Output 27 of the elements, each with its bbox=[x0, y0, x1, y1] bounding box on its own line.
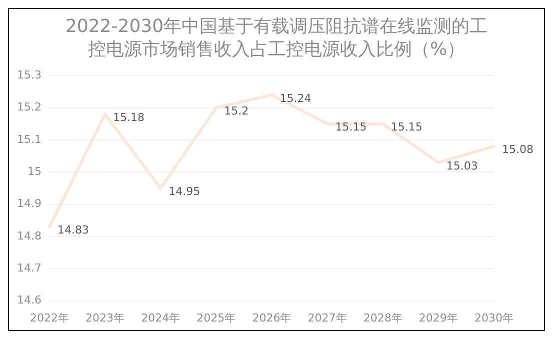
chart-title: 2022-2030年中国基于有载调压阻抗谱在线监测的工控电源市场销售收入占工控电源收入比例（%） bbox=[64, 15, 489, 61]
data-label: 15.03 bbox=[446, 159, 478, 172]
data-label: 14.95 bbox=[168, 185, 200, 198]
data-label: 15.2 bbox=[224, 104, 249, 118]
y-tick-label: 15.3 bbox=[16, 68, 42, 82]
y-tick-label: 14.7 bbox=[16, 261, 42, 274]
y-tick-label: 15.2 bbox=[16, 100, 42, 114]
data-label: 15.15 bbox=[335, 120, 367, 134]
data-label: 15.15 bbox=[390, 120, 422, 134]
y-tick-label: 14.6 bbox=[16, 294, 42, 307]
x-tick-label: 2029年 bbox=[418, 311, 458, 324]
y-tick-label: 14.9 bbox=[16, 197, 42, 210]
data-label: 15.18 bbox=[113, 111, 145, 124]
x-tick-label: 2024年 bbox=[141, 311, 180, 324]
x-tick-label: 2027年 bbox=[308, 311, 347, 324]
x-tick-label: 2026年 bbox=[252, 311, 292, 324]
x-tick-label: 2023年 bbox=[86, 311, 125, 324]
data-label: 15.24 bbox=[280, 92, 312, 105]
y-tick-label: 14.8 bbox=[16, 229, 42, 242]
y-tick-label: 15.1 bbox=[16, 132, 42, 146]
data-label: 14.83 bbox=[57, 224, 89, 237]
x-tick-label: 2030年 bbox=[474, 311, 514, 324]
x-tick-label: 2028年 bbox=[363, 311, 402, 324]
x-tick-label: 2025年 bbox=[196, 311, 236, 324]
data-label: 15.08 bbox=[502, 143, 534, 156]
y-tick-label: 15 bbox=[27, 164, 42, 178]
x-tick-label: 2022年 bbox=[30, 311, 69, 324]
